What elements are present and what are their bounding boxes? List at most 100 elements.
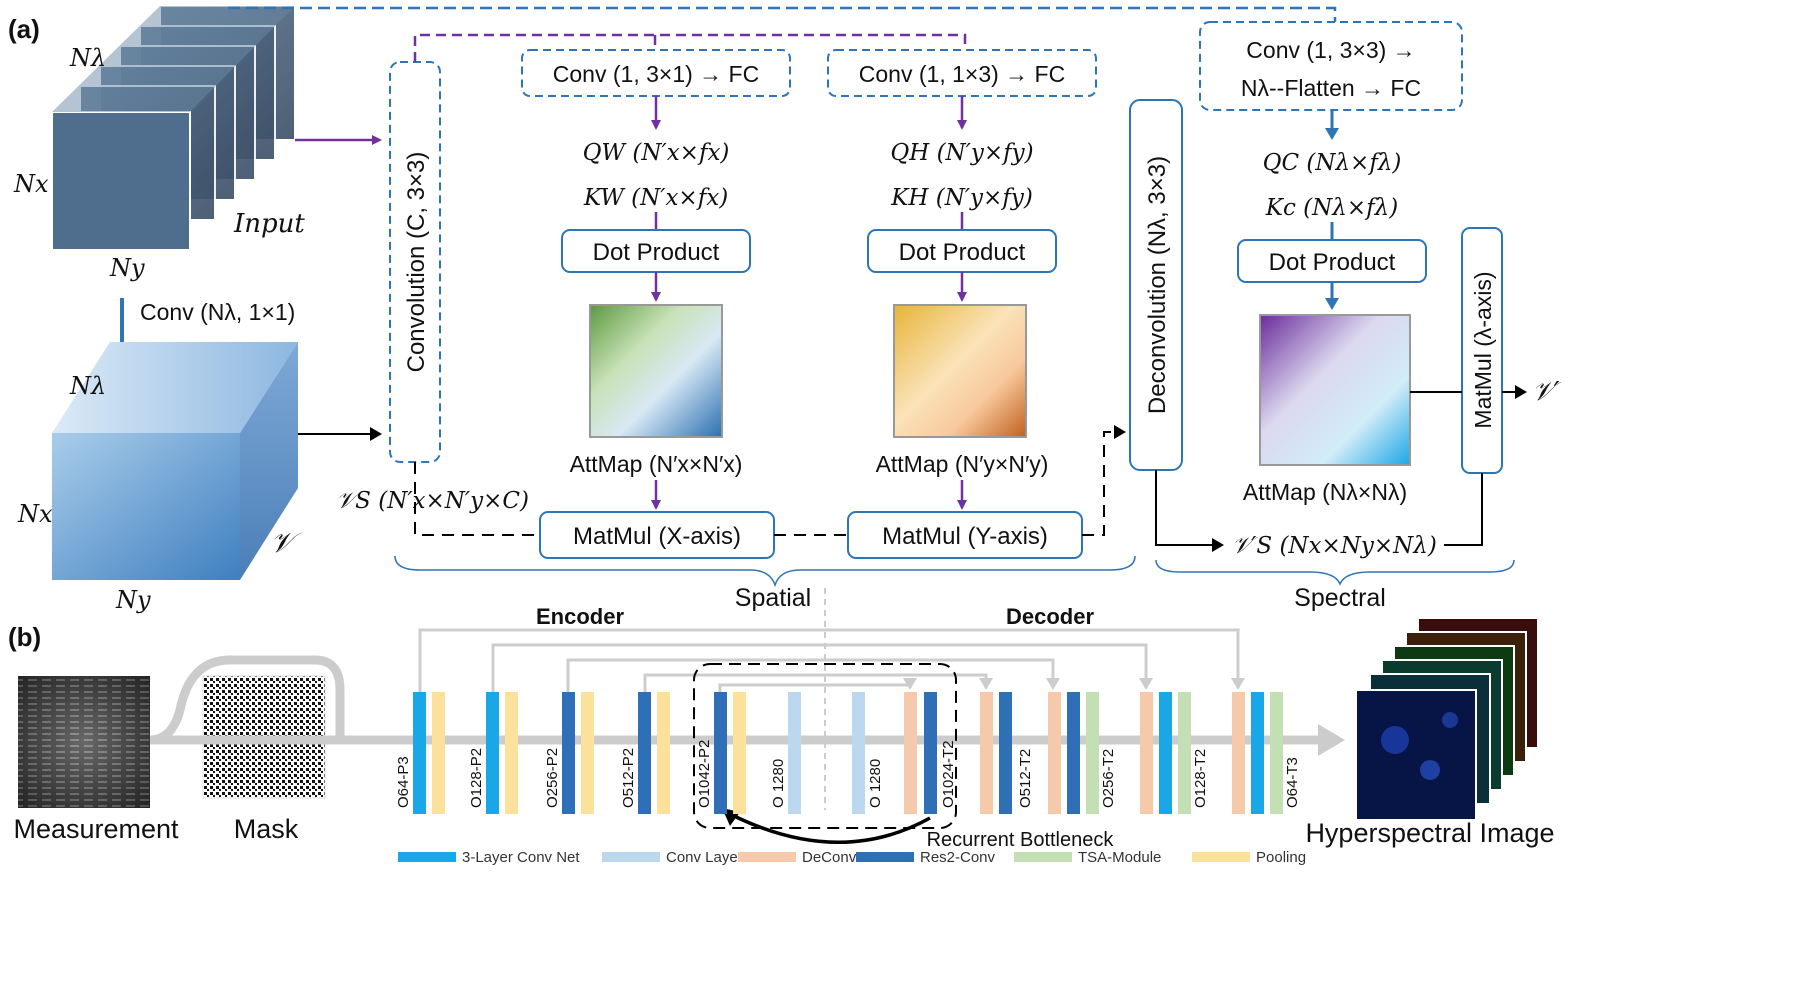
- legend-label: 3-Layer Conv Net: [462, 849, 580, 866]
- deconvolution-label: Deconvolution (Nλ, 3×3): [1144, 156, 1171, 414]
- block-pooling: [505, 692, 518, 814]
- block-res2-conv: [999, 692, 1012, 814]
- spectral-brace: [1155, 559, 1515, 586]
- spectral-conv-line1: Conv (1, 3×3) →: [1246, 37, 1415, 63]
- input-cube: [51, 5, 296, 251]
- v-cube: [52, 342, 298, 580]
- panel-b-label: (b): [8, 622, 41, 652]
- decoder-label: Decoder: [1006, 604, 1094, 629]
- vs-prime-label: 𝒱′S (Nx×Ny×Nλ): [1232, 533, 1437, 559]
- y-conv-fc-label: Conv (1, 1×3) → FC: [859, 61, 1065, 87]
- input-n-lambda: Nλ: [69, 44, 106, 72]
- y-attmap-image: [893, 304, 1027, 438]
- block-conv-layer: [788, 692, 801, 814]
- spatial-to-deconv-arrow: [1082, 425, 1126, 536]
- y-k-label: KH (N′y×fy): [890, 185, 1033, 211]
- block-tsa-module: [1086, 692, 1099, 814]
- block-pooling: [581, 692, 594, 814]
- legend-label: DeConv: [802, 849, 857, 866]
- x-k-label: KW (N′x×fx): [583, 185, 728, 211]
- legend-swatch-conv-layer: [602, 852, 660, 862]
- x-attmap-image: [589, 304, 723, 438]
- block-conv-layer: [852, 692, 865, 814]
- block-pooling: [733, 692, 746, 814]
- legend-label: Conv Layer: [666, 849, 743, 866]
- block-pooling: [657, 692, 670, 814]
- block-deconv: [1140, 692, 1153, 814]
- mask-label: Mask: [234, 814, 299, 844]
- y-attmap-label: AttMap (N′y×N′y): [876, 451, 1049, 477]
- block-res2-conv: [562, 692, 575, 814]
- spectral-matmul-label: MatMul (λ-axis): [1470, 271, 1496, 428]
- spectral-attmap-image: [1259, 314, 1411, 466]
- y-matmul-label: MatMul (Y-axis): [882, 523, 1048, 550]
- block-deconv: [1232, 692, 1245, 814]
- blue-dashed-connector: [228, 6, 1337, 22]
- block-tsa-module: [1178, 692, 1191, 814]
- block-res2-conv: [924, 692, 937, 814]
- block-res2-conv: [1067, 692, 1080, 814]
- block-3layer-conv: [486, 692, 499, 814]
- block-label: O256-P2: [544, 748, 561, 808]
- block-tsa-module: [1270, 692, 1283, 814]
- legend-swatch-3layer: [398, 852, 456, 862]
- unet-blocks: [413, 692, 1283, 814]
- block-res2-conv: [638, 692, 651, 814]
- recurrent-arrow: [731, 813, 931, 844]
- legend-label: TSA-Module: [1078, 849, 1161, 866]
- block-label: O128-P2: [468, 748, 485, 808]
- block-label: O1042-P2: [696, 740, 713, 808]
- x-dot-product-label: Dot Product: [593, 239, 720, 266]
- v-n-x: Nx: [17, 500, 53, 528]
- purple-dashed-connector: [413, 33, 967, 62]
- encoder-label: Encoder: [536, 604, 624, 629]
- legend-label: Res2-Conv: [920, 849, 996, 866]
- block-label: O 1280: [867, 759, 884, 808]
- vs-label: 𝒱S (N′x×N′y×C): [336, 488, 529, 514]
- block-pooling: [432, 692, 445, 814]
- spatial-brace: [394, 555, 1136, 588]
- spectral-conv-line2: Nλ--Flatten → FC: [1241, 75, 1421, 101]
- hyperspectral-image-stack: [1355, 617, 1539, 821]
- measurement-label: Measurement: [13, 814, 179, 844]
- block-label: O64-P3: [395, 756, 412, 808]
- legend-swatch-pooling: [1192, 852, 1250, 862]
- spectral-dot-product-label: Dot Product: [1269, 249, 1396, 276]
- input-label: Input: [233, 209, 305, 239]
- skip-connections: [418, 628, 1240, 692]
- x-attmap-label: AttMap (N′x×N′x): [570, 451, 743, 477]
- x-matmul-label: MatMul (X-axis): [573, 523, 741, 550]
- output-label: Hyperspectral Image: [1305, 818, 1554, 848]
- block-label: O64-T3: [1284, 757, 1301, 808]
- legend: 3-Layer Conv Net Conv Layer DeConv Res2-…: [398, 849, 1306, 866]
- block-deconv: [1048, 692, 1061, 814]
- legend-swatch-res2: [856, 852, 914, 862]
- block-3layer-conv: [1159, 692, 1172, 814]
- block-label: O128-T2: [1192, 749, 1209, 808]
- block-label: O512-T2: [1017, 749, 1034, 808]
- panel-a-label: (a): [8, 14, 40, 44]
- v-label: 𝒱: [270, 526, 302, 559]
- recurrent-bottleneck-box: [693, 663, 957, 829]
- block-res2-conv: [714, 692, 727, 814]
- spatial-label: Spatial: [735, 584, 811, 612]
- x-q-label: QW (N′x×fx): [583, 140, 730, 166]
- legend-swatch-deconv: [738, 852, 796, 862]
- y-dot-product-label: Dot Product: [899, 239, 1026, 266]
- spectral-attmap-label: AttMap (Nλ×Nλ): [1243, 479, 1407, 505]
- input-n-x: Nx: [13, 170, 49, 198]
- x-conv-fc-label: Conv (1, 3×1) → FC: [553, 61, 759, 87]
- block-3layer-conv: [1251, 692, 1264, 814]
- conv-step-label: Conv (Nλ, 1×1): [140, 299, 295, 325]
- block-labels: O64-P3 O128-P2 O256-P2 O512-P2 O1042-P2 …: [395, 740, 1301, 808]
- spectral-k-label: Kc (Nλ×fλ): [1265, 195, 1398, 221]
- spectral-q-label: QC (Nλ×fλ): [1263, 150, 1402, 176]
- block-deconv: [904, 692, 917, 814]
- v-n-y: Ny: [115, 586, 151, 614]
- block-label: O256-T2: [1100, 749, 1117, 808]
- y-q-label: QH (N′y×fy): [890, 140, 1033, 166]
- legend-swatch-tsa: [1014, 852, 1072, 862]
- block-label: O512-P2: [620, 748, 637, 808]
- block-3layer-conv: [413, 692, 426, 814]
